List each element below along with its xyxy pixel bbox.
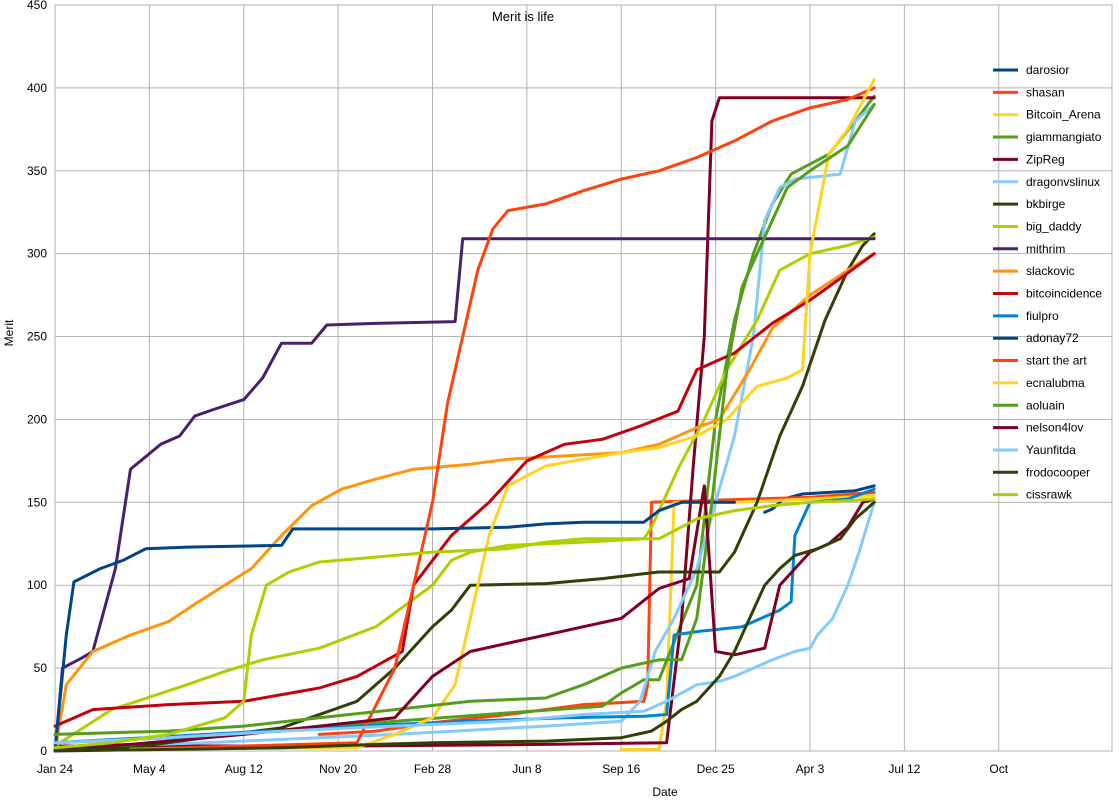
legend: darosior shasan Bitcoin_Arena giammangiato Z… xyxy=(993,63,1102,502)
legend-label: darosior xyxy=(1026,63,1069,77)
legend-label: shasan xyxy=(1026,85,1065,99)
series-line-aoluain xyxy=(53,103,876,736)
series-line-slackovic xyxy=(53,252,876,753)
x-tick-label: Apr 3 xyxy=(796,762,825,776)
legend-label: Yaunfitda xyxy=(1026,443,1076,457)
y-tick-label: 400 xyxy=(27,81,47,95)
legend-label: giammangiato xyxy=(1026,130,1102,144)
series-line-ecnalubma xyxy=(129,78,876,751)
series-line-giammangiato xyxy=(53,94,876,745)
y-tick-label: 100 xyxy=(27,578,47,592)
series-layer xyxy=(53,78,876,753)
series-line-bitcoincidence xyxy=(53,252,876,728)
series-line-cissrawk xyxy=(53,497,876,750)
legend-label: start the art xyxy=(1026,354,1087,368)
legend-label: fiulpro xyxy=(1026,309,1059,323)
legend-label: ecnalubma xyxy=(1026,376,1085,390)
x-tick-label: Sep 16 xyxy=(602,762,640,776)
legend-label: bkbirge xyxy=(1026,197,1066,211)
x-axis-tick-labels: Jan 24 May 4 Aug 12 Nov 20 Feb 28 Jun 8 Sep 16… xyxy=(37,762,1009,776)
series-line-fiulpro xyxy=(53,487,876,745)
legend-label: slackovic xyxy=(1026,264,1075,278)
plot-border xyxy=(54,4,1113,752)
legend-label: mithrim xyxy=(1026,242,1065,256)
y-axis-tick-labels: 0 50 100 150 200 250 300 350 400 450 xyxy=(27,0,47,758)
legend-label: big_daddy xyxy=(1026,219,1081,233)
legend-label: nelson4lov xyxy=(1026,421,1083,435)
series-line-adonay72 xyxy=(53,500,736,753)
x-tick-label: Dec 25 xyxy=(697,762,735,776)
legend-label: bitcoincidence xyxy=(1026,287,1102,301)
x-tick-label: Jun 8 xyxy=(512,762,542,776)
series-line-yaunfitda xyxy=(53,500,876,745)
y-tick-label: 250 xyxy=(27,330,47,344)
y-tick-label: 150 xyxy=(27,495,47,509)
x-axis-title: Date xyxy=(652,785,678,799)
series-line-big_daddy xyxy=(53,235,876,748)
y-tick-label: 200 xyxy=(27,412,47,426)
y-tick-label: 0 xyxy=(40,744,47,758)
y-tick-label: 450 xyxy=(27,0,47,12)
x-tick-label: Aug 12 xyxy=(225,762,263,776)
legend-label: cissrawk xyxy=(1026,488,1073,502)
series-line-frodocooper xyxy=(53,500,876,753)
legend-label: frodocooper xyxy=(1026,465,1090,479)
x-tick-label: May 4 xyxy=(133,762,166,776)
legend-label: aoluain xyxy=(1026,398,1065,412)
x-tick-label: Oct xyxy=(989,762,1008,776)
series-line-bkbirge xyxy=(53,232,876,751)
series-line-start-the-art xyxy=(129,86,876,751)
y-tick-label: 300 xyxy=(27,247,47,261)
legend-label: ZipReg xyxy=(1026,152,1065,166)
legend-label: dragonvslinux xyxy=(1026,175,1100,189)
series-line-zipreg xyxy=(53,96,876,748)
y-tick-label: 350 xyxy=(27,164,47,178)
x-tick-label: Jan 24 xyxy=(37,762,73,776)
y-tick-label: 50 xyxy=(34,661,48,675)
x-tick-label: Nov 20 xyxy=(319,762,357,776)
x-tick-label: Jul 12 xyxy=(888,762,920,776)
plot-frame xyxy=(54,4,1113,752)
x-tick-label: Feb 28 xyxy=(414,762,452,776)
chart-title: Merit is life xyxy=(492,9,554,24)
y-axis-title: Merit xyxy=(2,319,16,346)
legend-label: Bitcoin_Arena xyxy=(1026,108,1101,122)
legend-label: adonay72 xyxy=(1026,331,1079,345)
series-line-bitcoin_arena xyxy=(619,494,876,751)
